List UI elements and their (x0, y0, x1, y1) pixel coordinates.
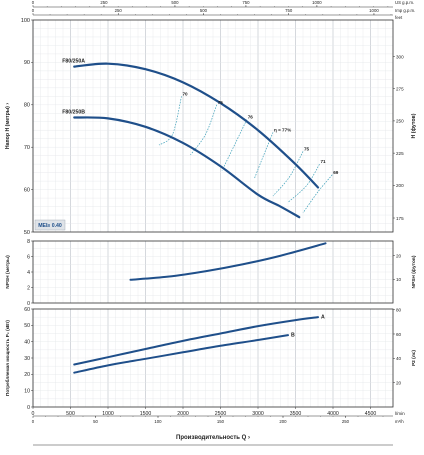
x-tick-label: 1500 (140, 411, 152, 417)
head-y-tick-label: 100 (21, 18, 30, 24)
efficiency-curve-0 (158, 96, 182, 146)
power-y-tick-label: 0 (27, 405, 30, 411)
power-y-tick-label: 40 (24, 339, 30, 345)
npsh-right-tick-label: 20 (396, 254, 402, 259)
x-tick-label: 0 (32, 411, 35, 417)
x-tick-label: 1000 (102, 411, 114, 417)
power-series-label: B (291, 333, 295, 339)
m3h-unit-label: m³/h (395, 419, 404, 424)
npsh-y-tick-label: 0 (27, 301, 30, 307)
power-right-tick-label: 40 (396, 356, 402, 361)
power-right-axis-label: P2 (лс) (411, 350, 417, 366)
efficiency-label: 70 (183, 91, 189, 96)
m3h-tick-label: 200 (279, 419, 287, 424)
m3h-tick-label: 50 (93, 419, 98, 424)
power-right-tick-label: 60 (396, 332, 402, 337)
m3h-tick-label: 150 (217, 419, 225, 424)
impgpm-tick-label: 750 (285, 8, 293, 13)
efficiency-label: 75 (218, 100, 224, 105)
head-frame (32, 19, 394, 233)
efficiency-curve-4 (272, 151, 304, 197)
power-right-tick-label: 80 (396, 307, 402, 312)
head-right-tick-label: 225 (396, 151, 404, 156)
head-right-tick-label: 275 (396, 86, 404, 91)
x-tick-label: 4000 (327, 411, 339, 417)
head-y-tick-label: 70 (24, 145, 30, 151)
head-right-tick-label: 300 (396, 54, 404, 59)
head-series-label: F80/250B (62, 110, 85, 116)
usgpm-tick-label: 500 (171, 0, 179, 5)
head-curve-F80-250A (73, 62, 320, 189)
m3h-tick-label: 100 (154, 419, 162, 424)
power-y-axis-label: Потребляемая мощность P₂ (кВт) (4, 320, 10, 396)
usgpm-tick-label: 0 (32, 0, 35, 5)
x-tick-label: 500 (66, 411, 75, 417)
x-tick-label: 3500 (290, 411, 302, 417)
impgpm-tick-label: 1000 (369, 8, 379, 13)
efficiency-curve-1 (190, 104, 218, 156)
head-series-label: F80/250A (62, 59, 85, 65)
mei-badge-box (34, 219, 66, 231)
mei-badge-text: MEI≥ 0.40 (38, 223, 62, 229)
power-y-tick-label: 30 (24, 356, 30, 362)
head-y-tick-label: 50 (24, 230, 30, 236)
x-tick-label: 4500 (365, 411, 377, 417)
m3h-tick-label: 0 (32, 419, 35, 424)
efficiency-label: 76 (248, 115, 254, 120)
npsh-right-tick-label: 10 (396, 277, 402, 282)
x-tick-label: 2500 (215, 411, 227, 417)
head-right-tick-label: 175 (396, 216, 404, 221)
power-series-label: A (321, 315, 325, 321)
power-right-tick-label: 20 (396, 380, 402, 385)
head-right-tick-label: 200 (396, 183, 404, 188)
usgpm-tick-label: 750 (242, 0, 250, 5)
x-tick-label: 2000 (177, 411, 189, 417)
efficiency-label: 69 (333, 170, 339, 175)
impgpm-tick-label: 500 (200, 8, 208, 13)
efficiency-label: η = 77% (274, 127, 291, 132)
efficiency-label: 71 (321, 159, 327, 164)
npsh-y-axis-label: NPSH (метры) (5, 255, 11, 289)
impgpm-tick-label: 0 (32, 8, 35, 13)
usgpm-tick-label: 1000 (312, 0, 322, 5)
x-unit-label: l/min (395, 411, 405, 416)
head-y-tick-label: 80 (24, 103, 30, 109)
efficiency-curve-3 (253, 132, 274, 180)
feet-unit-label: feet (395, 15, 403, 20)
power-y-tick-label: 60 (24, 307, 30, 313)
power-curve-A (73, 316, 319, 366)
power-y-tick-label: 10 (24, 388, 30, 394)
efficiency-curve-2 (221, 119, 248, 171)
usgpm-tick-label: 250 (100, 0, 108, 5)
head-curve-F80-250B (73, 116, 301, 219)
efficiency-curve-6 (302, 174, 333, 214)
npsh-y-tick-label: 8 (27, 239, 30, 245)
impgpm-unit-label: Imp g.p.m. (395, 8, 415, 13)
x-tick-label: 3000 (252, 411, 264, 417)
head-right-axis-label: H (футов) (410, 113, 417, 138)
power-y-tick-label: 20 (24, 372, 30, 378)
efficiency-label: 75 (304, 146, 310, 151)
impgpm-tick-label: 250 (115, 8, 123, 13)
npsh-y-tick-label: 6 (27, 254, 30, 260)
m3h-tick-label: 250 (342, 419, 350, 424)
power-curve-B (73, 334, 289, 374)
head-y-axis-label: Напор H (метры) › (5, 103, 11, 149)
npsh-y-tick-label: 4 (27, 270, 30, 276)
x-axis-label: Производительность Q › (176, 435, 250, 441)
npsh-curve (129, 242, 327, 281)
head-y-tick-label: 90 (24, 60, 30, 66)
usgpm-unit-label: US g.p.m. (395, 0, 414, 5)
npsh-y-tick-label: 2 (27, 285, 30, 291)
head-y-tick-label: 60 (24, 187, 30, 193)
power-y-tick-label: 50 (24, 323, 30, 329)
head-right-tick-label: 250 (396, 119, 404, 124)
npsh-right-axis-label: NPSH (футов) (410, 255, 417, 288)
